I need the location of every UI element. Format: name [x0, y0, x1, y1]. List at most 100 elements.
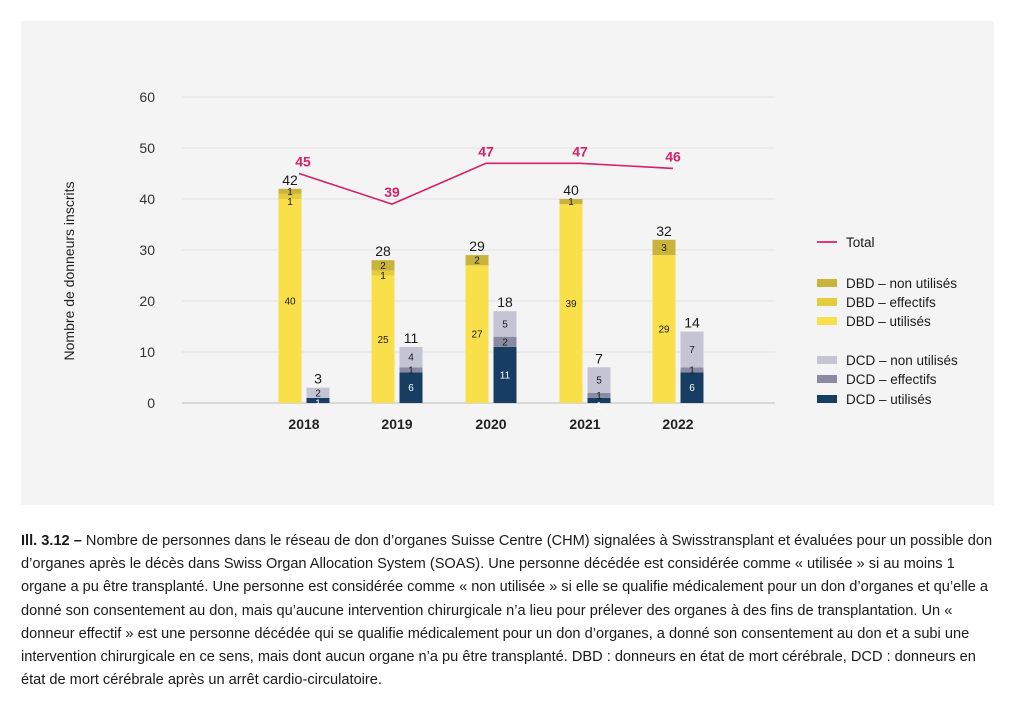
y-tick-label: 50	[139, 140, 155, 156]
total-line-label: 45	[295, 154, 311, 170]
segment-value-label: 1	[287, 187, 293, 198]
total-line	[298, 162, 674, 205]
bar-segment	[587, 392, 611, 398]
bar-segment	[278, 199, 302, 403]
segment-value-label: 1	[568, 197, 574, 208]
bar-segment	[652, 255, 676, 403]
bar-total-label: 42	[282, 172, 298, 188]
bar-segment	[587, 367, 611, 393]
x-tick-label: 2021	[569, 416, 600, 432]
segment-value-label: 7	[689, 345, 695, 356]
bar-segment	[587, 397, 611, 403]
figure-caption: Ill. 3.12 – Nombre de personnes dans le …	[21, 530, 996, 692]
bar-total-label: 3	[314, 371, 322, 387]
bar-total-label: 32	[656, 223, 672, 239]
total-line-label: 46	[665, 148, 681, 164]
bar-segment	[465, 265, 489, 403]
segment-value-label: 6	[689, 383, 695, 394]
bar-segment	[493, 311, 517, 337]
legend-swatch	[817, 395, 837, 403]
legend-swatch	[817, 298, 837, 306]
bars	[278, 188, 704, 403]
y-tick-label: 10	[139, 344, 155, 360]
legend-swatch	[817, 375, 837, 383]
legend-label: DCD – utilisés	[846, 392, 932, 407]
bar-segment	[493, 336, 517, 347]
bar-segment	[371, 270, 395, 276]
segment-value-label: 25	[377, 335, 389, 346]
bar-segment	[559, 199, 583, 205]
y-tick-label: 40	[139, 191, 155, 207]
legend-label: Total	[846, 235, 875, 250]
bar-segment	[371, 275, 395, 403]
y-tick-label: 20	[139, 293, 155, 309]
bar-segment	[399, 367, 423, 373]
bar-segment	[278, 188, 302, 194]
legend-label: DCD – effectifs	[846, 372, 937, 387]
chart-panel: 1 1 40 42 2 1 25 28 2 27 29 1 39 40 3 29 32 2 1 3 4 1 6 11 5 2 11 1…	[21, 21, 994, 505]
x-tick-label: 2019	[381, 416, 412, 432]
legend-label: DBD – effectifs	[846, 295, 936, 310]
bar-total-label: 11	[404, 330, 419, 346]
bar-labels: 1140422125282272913940329322134161152111…	[282, 172, 700, 412]
segment-value-label: 2	[502, 337, 508, 348]
y-tick-label: 0	[147, 395, 155, 411]
x-tick-label: 2018	[288, 416, 319, 432]
segment-value-label: 2	[380, 261, 386, 272]
legend-label: DBD – non utilisés	[846, 276, 957, 291]
segment-value-label: 1	[689, 365, 695, 376]
legend: Total DBD – non utilisés DBD – effectifs DB…	[817, 235, 958, 407]
segment-value-label: 1	[408, 365, 414, 376]
legend-label: DBD – utilisés	[846, 314, 931, 329]
y-tick-label: 30	[139, 242, 155, 258]
total-line-label: 39	[384, 184, 400, 200]
segment-value-label: 2	[474, 256, 480, 267]
segment-value-label: 1	[596, 401, 602, 412]
caption-label: Ill. 3.12 –	[21, 533, 82, 549]
legend-swatch	[817, 317, 837, 325]
legend-swatch	[817, 356, 837, 364]
bar-segment	[306, 397, 330, 403]
bar-segment	[465, 255, 489, 266]
axes: Nombre de donneurs inscrits 0 10 20 30 40 50 6…	[61, 89, 694, 432]
bar-segment	[680, 372, 704, 403]
bar-segment	[306, 387, 330, 398]
segment-value-label: 1	[596, 391, 602, 402]
segment-value-label: 29	[658, 325, 670, 336]
bar-segment	[652, 239, 676, 256]
bar-total-label: 40	[563, 182, 579, 198]
chart-svg: 1140422125282272913940329322134161152111…	[61, 89, 958, 432]
x-tick-label: 2020	[475, 416, 506, 432]
x-tick-label: 2022	[662, 416, 693, 432]
segment-value-label: 1	[380, 271, 386, 282]
total-line-group: 45 39 47 47 46	[295, 143, 681, 205]
bar-total-label: 14	[684, 315, 700, 331]
caption-text: Nombre de personnes dans le réseau de do…	[21, 533, 993, 689]
bar-total-label: 18	[497, 294, 513, 310]
bar-segment	[559, 204, 583, 403]
total-line-label: 47	[572, 143, 588, 159]
segment-value-label: 1	[315, 398, 321, 409]
segment-value-label: 5	[596, 376, 602, 387]
bar-total-label: 7	[595, 350, 603, 366]
bar-segment	[278, 193, 302, 199]
total-line-label: 47	[478, 143, 494, 159]
bar-segment	[680, 331, 704, 368]
bar-total-label: 28	[375, 243, 391, 259]
segment-value-label: 39	[565, 299, 577, 310]
y-tick-label: 60	[139, 89, 155, 105]
bar-segment	[493, 346, 517, 403]
segment-value-label: 40	[284, 297, 296, 308]
legend-label: DCD – non utilisés	[846, 353, 958, 368]
segment-value-label: 6	[408, 383, 414, 394]
legend-swatch	[817, 279, 837, 287]
segment-value-label: 3	[661, 243, 667, 254]
bar-segment	[680, 367, 704, 373]
segment-value-label: 11	[500, 370, 511, 381]
segment-value-label: 27	[471, 330, 483, 341]
bar-total-label: 29	[469, 238, 485, 254]
bar-segment	[399, 372, 423, 403]
segment-value-label: 5	[502, 319, 508, 330]
bar-segment	[371, 260, 395, 271]
segment-value-label: 4	[408, 353, 414, 364]
